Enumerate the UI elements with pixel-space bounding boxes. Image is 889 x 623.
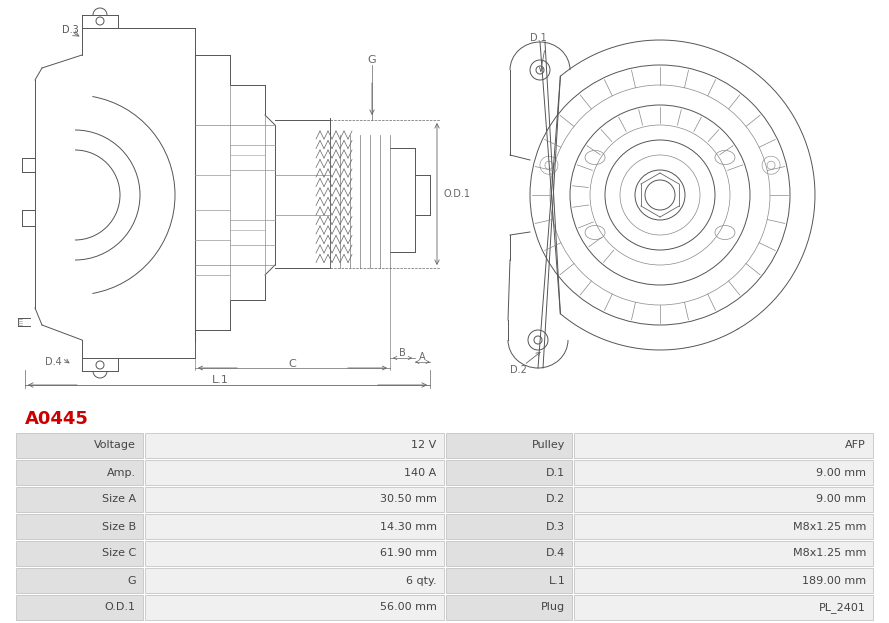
Text: 30.50 mm: 30.50 mm xyxy=(380,495,436,505)
Text: PL_2401: PL_2401 xyxy=(819,602,866,613)
Bar xyxy=(574,487,873,512)
Text: 56.00 mm: 56.00 mm xyxy=(380,602,436,612)
Text: Amp.: Amp. xyxy=(107,467,136,477)
Bar xyxy=(145,433,444,458)
Bar xyxy=(574,433,873,458)
Bar xyxy=(445,568,573,593)
Text: Size A: Size A xyxy=(101,495,136,505)
Text: 6 qty.: 6 qty. xyxy=(406,576,436,586)
Text: D.4: D.4 xyxy=(546,548,565,558)
Text: 61.90 mm: 61.90 mm xyxy=(380,548,436,558)
Text: M8x1.25 mm: M8x1.25 mm xyxy=(793,548,866,558)
Text: 9.00 mm: 9.00 mm xyxy=(816,467,866,477)
Text: 12 V: 12 V xyxy=(412,440,436,450)
Text: M8x1.25 mm: M8x1.25 mm xyxy=(793,521,866,531)
Text: C: C xyxy=(288,359,296,369)
Bar xyxy=(16,541,143,566)
Text: D.4: D.4 xyxy=(45,357,61,367)
Text: G: G xyxy=(368,55,376,65)
Bar xyxy=(16,568,143,593)
Text: Voltage: Voltage xyxy=(94,440,136,450)
Text: AFP: AFP xyxy=(845,440,866,450)
Bar xyxy=(445,460,573,485)
Text: A: A xyxy=(419,352,425,362)
Bar xyxy=(445,595,573,620)
Bar xyxy=(145,541,444,566)
Bar xyxy=(16,433,143,458)
Bar xyxy=(16,514,143,539)
Text: D.3: D.3 xyxy=(546,521,565,531)
Text: 140 A: 140 A xyxy=(404,467,436,477)
Text: A0445: A0445 xyxy=(25,410,89,428)
Text: G: G xyxy=(127,576,136,586)
Text: L.1: L.1 xyxy=(549,576,565,586)
Bar xyxy=(574,460,873,485)
Bar xyxy=(574,595,873,620)
Bar xyxy=(145,487,444,512)
Bar xyxy=(445,433,573,458)
Text: D.1: D.1 xyxy=(530,33,547,43)
Bar xyxy=(16,460,143,485)
Bar xyxy=(574,514,873,539)
Text: D.2: D.2 xyxy=(510,365,527,375)
Text: L.1: L.1 xyxy=(212,375,228,385)
Text: D.2: D.2 xyxy=(546,495,565,505)
Bar xyxy=(574,541,873,566)
Text: D.1: D.1 xyxy=(546,467,565,477)
Text: 14.30 mm: 14.30 mm xyxy=(380,521,436,531)
Text: Size C: Size C xyxy=(101,548,136,558)
Bar xyxy=(445,514,573,539)
Bar xyxy=(16,595,143,620)
Text: 9.00 mm: 9.00 mm xyxy=(816,495,866,505)
Text: O.D.1: O.D.1 xyxy=(443,189,470,199)
Bar xyxy=(445,487,573,512)
Text: Plug: Plug xyxy=(541,602,565,612)
Bar xyxy=(145,595,444,620)
Bar xyxy=(16,487,143,512)
Bar xyxy=(145,514,444,539)
Text: B: B xyxy=(398,348,405,358)
Text: 189.00 mm: 189.00 mm xyxy=(802,576,866,586)
Bar xyxy=(145,568,444,593)
Bar xyxy=(145,460,444,485)
Text: D.3: D.3 xyxy=(62,25,79,35)
Text: Size B: Size B xyxy=(101,521,136,531)
Bar xyxy=(445,541,573,566)
Text: Pulley: Pulley xyxy=(532,440,565,450)
Bar xyxy=(574,568,873,593)
Text: O.D.1: O.D.1 xyxy=(105,602,136,612)
